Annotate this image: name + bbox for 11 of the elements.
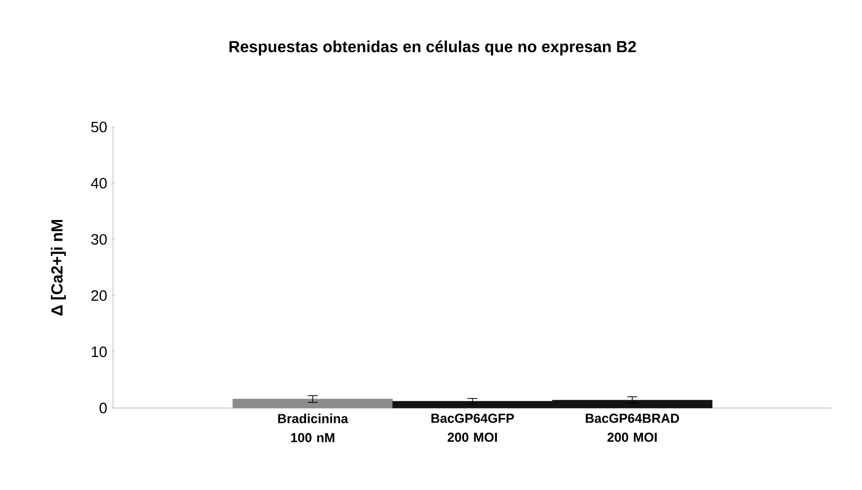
x-tick-label: Bradicinina 100 nM bbox=[278, 414, 348, 442]
y-tick-label: 10 bbox=[92, 346, 107, 358]
y-tick-label: 50 bbox=[91, 122, 107, 132]
x-tick-label: BacGP64BRAD 200 MOI bbox=[586, 414, 680, 442]
y-tick-label: 30 bbox=[91, 234, 107, 245]
y-tick-label: 40 bbox=[90, 178, 107, 189]
y-axis-title: Δ [Ca2+]i nM bbox=[50, 220, 66, 316]
y-tick-label: 20 bbox=[91, 290, 107, 301]
x-tick-label: BacGP64GFP 200 MOI bbox=[431, 414, 514, 442]
y-tick-label: 0 bbox=[100, 402, 107, 414]
chart-title: Respuestas obtenidas en células que no expresan B2 bbox=[229, 40, 636, 56]
